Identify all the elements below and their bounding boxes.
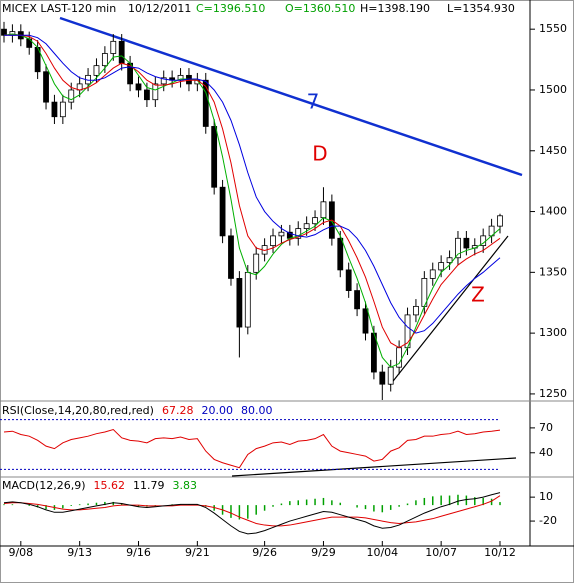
annotation: 7 — [307, 90, 320, 114]
rsi-trend-line — [231, 457, 517, 477]
y-tick-label: 1350 — [539, 265, 567, 278]
close: C=1396.510 — [196, 2, 265, 15]
x-tick-label: 10/12 — [484, 546, 516, 559]
x-tick-label: 9/21 — [185, 546, 210, 559]
legend-value: 20.00 — [201, 404, 233, 417]
symbol: MICEX LAST-120 min — [2, 2, 116, 15]
candle-body — [278, 231, 285, 237]
candle-body — [228, 235, 234, 279]
candle-body — [362, 308, 369, 334]
legend-value: 67.28 — [162, 404, 194, 417]
x-tick-label: 9/13 — [67, 546, 92, 559]
candle-body — [270, 235, 276, 246]
candle-body — [1, 28, 7, 36]
open: O=1360.510 — [285, 2, 355, 15]
candle-body — [202, 79, 209, 127]
legend-value: 11.79 — [133, 479, 165, 492]
x-tick-label: 9/16 — [126, 546, 151, 559]
candle-body — [51, 101, 58, 118]
legend-value: 15.62 — [94, 479, 126, 492]
candle-body — [345, 269, 352, 291]
candle-body — [379, 371, 386, 385]
candle-body — [446, 257, 453, 264]
candle-body — [455, 237, 461, 259]
candle-body — [320, 201, 327, 219]
candle-body — [303, 223, 310, 229]
date: 10/12/2011 — [128, 2, 191, 15]
annotation: Z — [471, 283, 485, 307]
y-tick-label: 10 — [539, 490, 553, 503]
candle-body — [68, 89, 75, 103]
candle-body — [244, 271, 251, 328]
x-tick-label: 10/07 — [425, 546, 457, 559]
candle-body — [144, 89, 150, 101]
y-tick-label: 1250 — [539, 387, 567, 400]
candle-body — [110, 40, 117, 54]
indicator-line — [3, 492, 501, 535]
indicator-line — [3, 495, 501, 527]
candle-body — [497, 215, 503, 227]
y-tick-label: 1500 — [539, 83, 567, 96]
annotation: D — [312, 142, 327, 166]
high: H=1398.190 — [360, 2, 430, 15]
legend-value: MACD(12,26,9) — [2, 479, 86, 492]
candle-body — [413, 305, 419, 316]
candle-body — [219, 186, 226, 237]
candle-body — [160, 77, 167, 85]
y-tick-label: 1300 — [539, 326, 567, 339]
candle-body — [59, 101, 66, 118]
candle-body — [211, 126, 218, 188]
x-tick-label: 9/26 — [252, 546, 277, 559]
x-tick-label: 9/29 — [311, 546, 336, 559]
candle-body — [295, 228, 302, 239]
candle-body — [312, 217, 318, 225]
candle-body — [118, 40, 125, 64]
trend-line — [389, 235, 509, 386]
candle-body — [429, 269, 436, 279]
x-tick-label: 10/04 — [366, 546, 398, 559]
candle-body — [463, 237, 470, 249]
indicator-line — [4, 34, 501, 334]
candle-body — [43, 71, 49, 103]
legend-value: 3.83 — [173, 479, 198, 492]
legend-value: 80.00 — [241, 404, 273, 417]
candle-body — [135, 83, 142, 91]
candle-body — [236, 278, 243, 328]
legend-value: RSI(Close,14,20,80,red,red) — [2, 404, 154, 417]
panel-title: MACD(12,26,9) 15.62 11.79 3.83 — [2, 479, 197, 492]
candle-body — [354, 290, 360, 310]
panel-title: RSI(Close,14,20,80,red,red) 67.28 20.00 80.… — [2, 404, 272, 417]
y-tick-label: 40 — [539, 446, 553, 459]
y-tick-label: 1550 — [539, 22, 567, 35]
y-tick-label: 1450 — [539, 144, 567, 157]
indicator-line — [4, 34, 501, 349]
candle-body — [152, 83, 159, 101]
candle-body — [93, 65, 100, 76]
trend-line — [59, 16, 523, 177]
candle-body — [337, 237, 344, 271]
low: L=1354.930 — [447, 2, 515, 15]
x-tick-label: 9/08 — [8, 546, 33, 559]
candle-body — [438, 262, 445, 271]
indicator-line — [3, 428, 501, 469]
header: MICEX LAST-120 min 10/12/2011 C=1396.510… — [2, 2, 515, 15]
candle-body — [253, 253, 260, 273]
candle-body — [387, 366, 394, 385]
y-tick-label: 1400 — [539, 205, 567, 218]
y-tick-label: 70 — [539, 421, 553, 434]
y-tick-label: -20 — [539, 514, 557, 527]
candle-body — [101, 53, 108, 67]
